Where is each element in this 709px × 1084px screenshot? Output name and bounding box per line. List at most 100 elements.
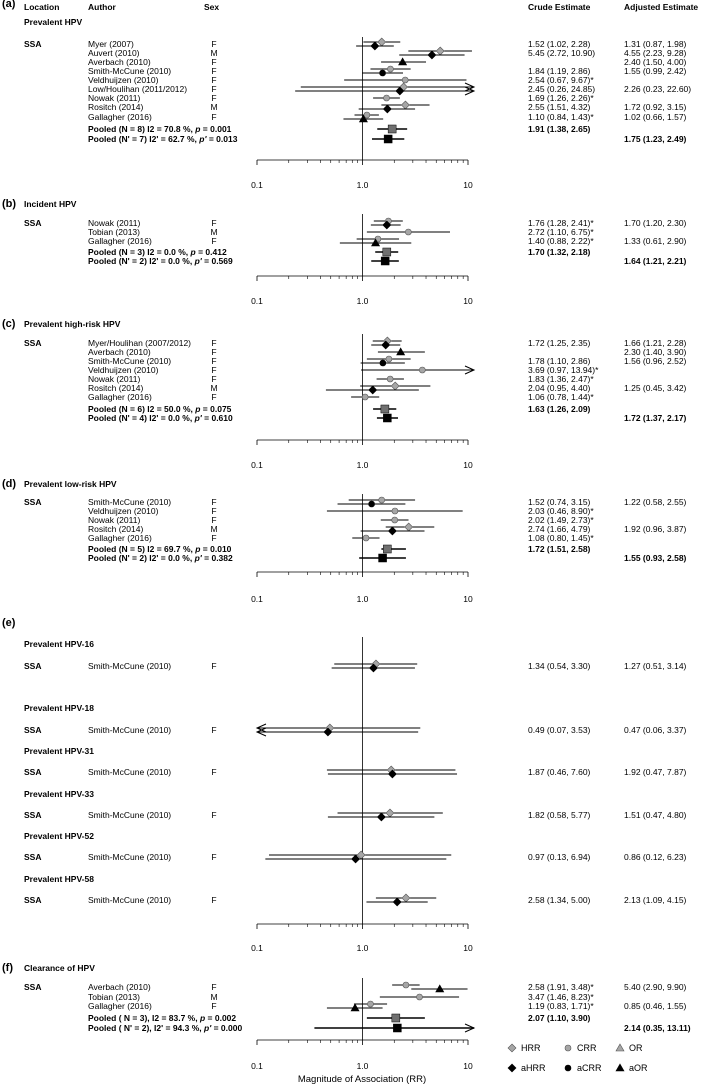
adjusted-point	[387, 526, 397, 536]
adjusted-point	[350, 1003, 360, 1012]
group-title: Prevalent low-risk HPV	[24, 479, 117, 489]
crude-estimate: 2.72 (1.10, 6.75)*	[528, 227, 594, 237]
pooled-estimate: 1.63 (1.26, 2.09)	[528, 404, 591, 414]
group-title: Prevalent HPV-18	[24, 703, 94, 713]
pooled-label: Pooled ( N' = 2), I2' = 94.3 %, p' = 0.0…	[88, 1023, 242, 1033]
x-tick-label: 1.0	[357, 943, 369, 953]
crude-point	[405, 228, 412, 236]
header-adjusted-estimate: Adjusted Estimate	[624, 2, 698, 12]
adjusted-point	[358, 114, 368, 123]
study-sex: F	[211, 93, 216, 103]
panel-letter: (b)	[2, 198, 16, 210]
crude-point	[391, 507, 399, 515]
adjusted-point	[369, 663, 378, 673]
pooled-point	[391, 1013, 401, 1023]
study-author: Myer/Houlihan (2007/2012)	[88, 338, 191, 348]
study-author: Averbach (2010)	[88, 982, 151, 992]
crude-point	[387, 65, 394, 73]
study-author: Smith-McCune (2010)	[88, 356, 171, 366]
legend-or-marker	[615, 1043, 625, 1052]
crude-point	[404, 522, 414, 532]
crude-estimate: 2.58 (1.34, 5.00)	[528, 895, 591, 905]
crude-estimate: 1.19 (0.83, 1.71)*	[528, 1001, 594, 1011]
study-sex: F	[211, 57, 216, 67]
header-author: Author	[88, 2, 117, 12]
legend-hrr-label: HRR	[521, 1043, 541, 1053]
adjusted-point	[392, 897, 402, 907]
study-author: Gallagher (2016)	[88, 392, 152, 402]
study-author: Gallagher (2016)	[88, 236, 152, 246]
pooled-estimate: 2.14 (0.35, 13.11)	[624, 1023, 691, 1033]
pooled-point	[393, 1023, 402, 1033]
crude-estimate: 1.83 (1.36, 2.47)*	[528, 374, 594, 384]
panel-letter: (e)	[2, 617, 16, 629]
study-sex: F	[211, 895, 216, 905]
study-author: Tobian (2013)	[88, 227, 140, 237]
group-title: Clearance of HPV	[24, 963, 95, 973]
legend-aor-label: aOR	[629, 1063, 648, 1073]
study-sex: F	[211, 236, 216, 246]
study-sex: M	[210, 992, 217, 1002]
crude-point	[367, 1000, 374, 1008]
crude-point	[402, 981, 410, 989]
x-tick-label: 0.1	[251, 1061, 263, 1071]
crude-estimate: 1.87 (0.46, 7.60)	[528, 767, 591, 777]
study-sex: F	[211, 347, 216, 357]
adjusted-estimate: 1.25 (0.45, 3.42)	[624, 383, 687, 393]
crude-ci-line-arrow	[464, 82, 476, 92]
region-label: SSA	[24, 497, 41, 507]
adjusted-point	[382, 220, 392, 230]
crude-estimate: 0.97 (0.13, 6.94)	[528, 852, 591, 862]
study-sex: F	[211, 374, 216, 384]
study-author: Smith-McCune (2010)	[88, 661, 171, 671]
study-author: Nowak (2011)	[88, 218, 140, 228]
crude-point	[361, 393, 369, 401]
crude-estimate: 1.52 (0.74, 3.15)	[528, 497, 591, 507]
x-tick-label: 1.0	[357, 180, 369, 190]
study-author: Averbach (2010)	[88, 347, 151, 357]
study-sex: F	[211, 218, 216, 228]
crude-estimate: 1.34 (0.54, 3.30)	[528, 661, 591, 671]
crude-estimate: 1.78 (1.10, 2.86)	[528, 356, 591, 366]
adjusted-estimate: 0.86 (0.12, 6.23)	[624, 852, 687, 862]
adjusted-estimate: 1.55 (0.99, 2.42)	[624, 66, 687, 76]
crude-point	[363, 111, 371, 119]
legend-crr-label: CRR	[577, 1043, 597, 1053]
x-tick-label: 1.0	[357, 594, 369, 604]
study-author: Smith-McCune (2010)	[88, 767, 171, 777]
adjusted-point	[382, 104, 392, 114]
crude-estimate: 5.45 (2.72, 10.90)	[528, 48, 595, 58]
study-author: Smith-McCune (2010)	[88, 852, 171, 862]
study-sex: F	[211, 506, 216, 516]
crude-estimate: 1.10 (0.84, 1.43)*	[528, 112, 594, 122]
study-sex: F	[211, 767, 216, 777]
region-label: SSA	[24, 982, 41, 992]
study-sex: F	[211, 810, 216, 820]
crude-point	[385, 808, 395, 818]
adjusted-point	[368, 385, 378, 395]
pooled-label: Pooled (N' = 4) I2' = 0.0 %, p' = 0.610	[88, 413, 233, 423]
adjusted-estimate: 0.85 (0.46, 1.55)	[624, 1001, 687, 1011]
study-author: Veldhuijzen (2010)	[88, 75, 159, 85]
study-sex: F	[211, 75, 216, 85]
adjusted-estimate: 2.13 (1.09, 4.15)	[624, 895, 687, 905]
crude-point	[401, 893, 411, 903]
adjusted-point	[370, 41, 380, 51]
panel-letter: (c)	[2, 318, 16, 330]
x-tick-label: 0.1	[251, 180, 263, 190]
study-sex: F	[211, 66, 216, 76]
pooled-point	[380, 404, 390, 414]
adjusted-estimate: 2.30 (1.40, 3.90)	[624, 347, 687, 357]
study-author: Low/Houlihan (2011/2012)	[88, 84, 187, 94]
adjusted-point	[379, 359, 387, 367]
legend-acrr-marker	[564, 1064, 572, 1072]
study-sex: M	[210, 524, 217, 534]
crude-estimate: 1.52 (1.02, 2.28)	[528, 39, 591, 49]
group-title: Prevalent HPV-52	[24, 831, 94, 841]
adjusted-estimate: 1.70 (1.20, 2.30)	[624, 218, 687, 228]
adjusted-point	[368, 500, 375, 508]
region-label: SSA	[24, 810, 41, 820]
crude-point	[419, 366, 426, 374]
pooled-estimate: 1.64 (1.21, 2.21)	[624, 256, 687, 266]
crude-point	[385, 355, 393, 363]
